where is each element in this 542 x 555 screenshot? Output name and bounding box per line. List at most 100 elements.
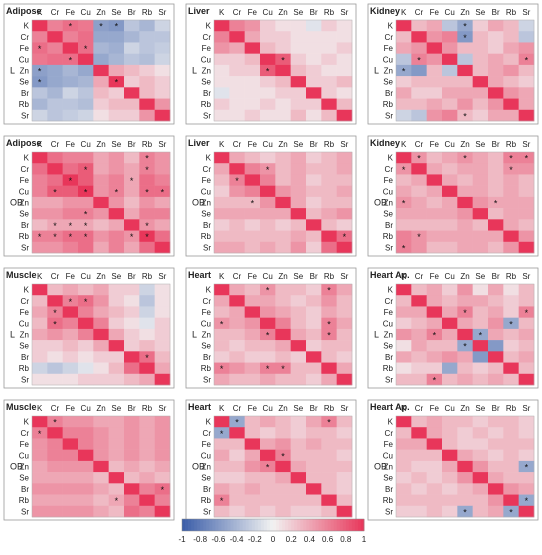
heatmap-cell [396,152,412,164]
colorbar-segment [342,519,347,531]
heatmap-cell [275,109,291,122]
heatmap-cell [472,152,489,164]
heatmap-cell [457,87,473,99]
heatmap-cell [229,460,245,473]
heatmap-cell [426,53,443,66]
heatmap-cell [518,163,535,175]
heatmap-cell [336,208,353,220]
heatmap-cell [396,505,412,518]
heatmap-cell [275,64,291,77]
heatmap-cell [488,76,504,88]
heatmap-cell [457,42,473,54]
heatmap-cell [396,109,412,122]
heatmap-cell [244,20,261,32]
colorbar-segment [291,519,295,531]
heatmap-cell [260,362,276,375]
column-label: Sr [158,140,166,149]
heatmap-cell [32,505,48,518]
heatmap-cell [336,494,353,507]
colorbar-segment [266,519,271,531]
heatmap-cell [321,373,337,386]
heatmap-cell [229,31,245,43]
heatmap-cell [321,449,337,462]
heatmap-cell [154,460,171,473]
heatmap-cell [503,284,519,296]
column-label: Br [310,272,318,281]
heatmap-cell [336,472,353,484]
heatmap-cell [411,87,427,99]
heatmap-cell [108,196,125,209]
heatmap-cell [503,483,519,495]
heatmap-cell [32,42,48,54]
heatmap-cell [214,42,230,54]
heatmap-cell [214,340,230,352]
heatmap-cell [32,494,48,507]
heatmap-cell [214,208,230,220]
heatmap-cell [260,64,276,77]
heatmap-cell [124,230,140,243]
heatmap-cell [32,20,48,32]
heatmap-cell [457,208,473,220]
row-label: Rb [383,496,394,505]
heatmap-cell [229,109,245,122]
heatmap-cell [290,328,307,341]
heatmap-cell [472,208,489,220]
heatmap-cell [78,230,94,243]
group-label: OB [374,462,387,472]
colorbar-segment [282,519,286,531]
heatmap-cell [260,42,276,54]
heatmap-cell [139,241,155,254]
row-label: Zn [202,331,211,340]
heatmap-cell [290,416,307,428]
heatmap-cell [275,208,291,220]
colorbar-segment [227,519,231,531]
heatmap-cell [306,460,322,473]
heatmap-cell [411,53,427,66]
row-label: Cu [383,187,393,196]
heatmap-cell [306,505,322,518]
significance-marker: * [463,342,467,352]
heatmap-cell [139,306,155,318]
colorbar-segment [321,519,325,531]
heatmap-cell [336,241,353,254]
row-label: Se [383,342,393,351]
column-label: Rb [324,8,335,17]
heatmap-cell [229,241,245,254]
heatmap-cell [411,109,427,122]
row-label: Cu [383,55,393,64]
heatmap-cell [32,230,48,243]
heatmap-cell [426,483,443,495]
heatmap-cell [62,373,79,386]
heatmap-cell [503,185,519,198]
heatmap-cell [396,317,412,330]
column-label: Br [128,404,136,413]
heatmap-cell [442,427,458,439]
heatmap-cell [321,208,337,220]
column-label: K [219,404,225,413]
colorbar-tick-label: -0.4 [230,535,244,544]
heatmap-cell [306,494,322,507]
heatmap-cell [154,362,171,375]
column-label: Se [111,140,121,149]
heatmap-cell [396,87,412,99]
heatmap-cell [108,494,125,507]
heatmap-cell [154,427,171,439]
heatmap-cell [260,284,276,296]
heatmap-cell [336,219,353,231]
heatmap-cell [472,109,489,122]
heatmap-cell [154,284,171,296]
row-label: Fe [384,308,394,317]
significance-marker: * [69,221,73,231]
grid-border [31,415,171,518]
heatmap-cell [321,230,337,243]
heatmap-cell [336,295,353,307]
heatmap-cell [78,163,94,175]
column-label: Cu [81,8,91,17]
heatmap-cell [47,196,63,209]
heatmap-cell [336,76,353,88]
colorbar-segment [327,519,332,531]
significance-marker: * [220,364,224,374]
heatmap-cell [78,483,94,495]
heatmap-cell [321,416,337,428]
